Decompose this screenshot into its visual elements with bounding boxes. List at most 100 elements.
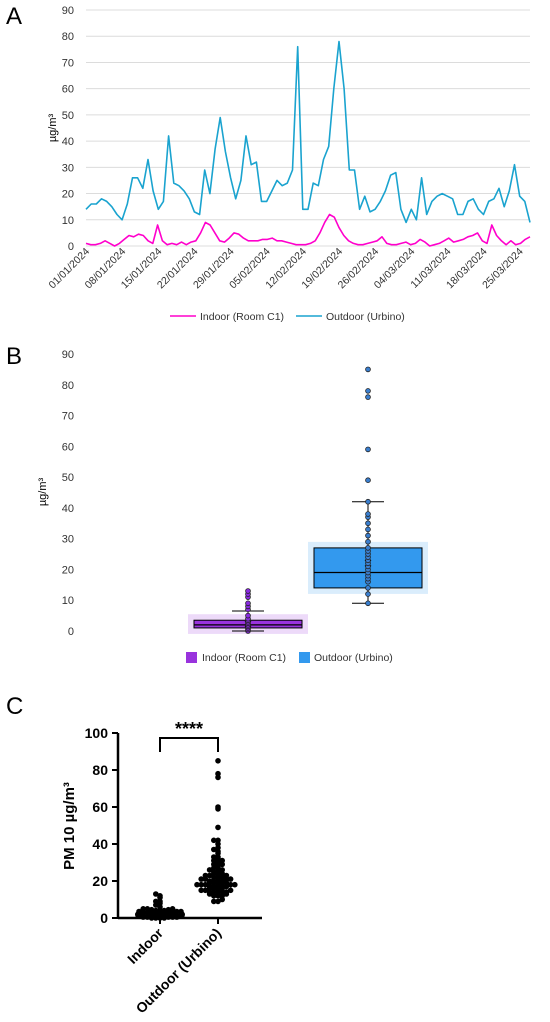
dot-indoor xyxy=(153,907,159,914)
dot-indoor xyxy=(174,908,180,915)
chart-b: 0 10 20 30 40 50 60 70 80 90 µg/m³ Indoor (Room C… xyxy=(37,349,428,664)
chart-b-boxes xyxy=(188,366,428,634)
chart-a-x-ticks: 01/01/202408/01/202415/01/202422/01/2024… xyxy=(46,246,525,292)
chart-c-axes xyxy=(116,733,262,920)
x-tick-label: Indoor xyxy=(124,924,166,966)
dot-outdoor xyxy=(211,846,217,853)
dot-outdoor xyxy=(206,878,213,884)
y-tick-label: 20 xyxy=(62,564,74,576)
dot-outdoor xyxy=(227,887,234,894)
chart-b-y-ticks: 0 10 20 30 40 50 60 70 80 90 xyxy=(62,349,74,638)
y-tick-label: 90 xyxy=(62,5,74,17)
dot-outdoor xyxy=(215,824,221,831)
dot-outdoor xyxy=(206,872,213,879)
y-tick-label: 0 xyxy=(68,626,74,638)
series-line-indoor xyxy=(85,213,531,247)
data-point xyxy=(365,520,371,527)
dot-outdoor xyxy=(227,881,234,888)
dot-indoor xyxy=(157,893,163,899)
dot-indoor xyxy=(153,891,159,897)
y-tick-label: 20 xyxy=(62,189,74,201)
chart-a: 0 10 20 30 40 50 60 70 80 90 µg/m³ 01/01/202408/0… xyxy=(46,5,531,323)
dot-outdoor xyxy=(219,867,225,873)
y-tick-label: 50 xyxy=(62,472,74,484)
y-tick-label: 60 xyxy=(92,799,108,815)
y-tick-label: 70 xyxy=(62,57,74,69)
data-point xyxy=(365,511,371,517)
y-tick-label: 40 xyxy=(62,136,74,148)
y-tick-label: 60 xyxy=(62,441,74,453)
dot-outdoor xyxy=(198,887,204,894)
chart-c-y-ticks: 0 20 40 60 80 100 xyxy=(85,725,118,926)
dot-outdoor xyxy=(211,898,217,905)
dot-outdoor xyxy=(211,837,217,844)
y-tick-label: 0 xyxy=(100,910,108,926)
data-point xyxy=(365,366,371,373)
dot-outdoor xyxy=(202,872,209,879)
dot-outdoor xyxy=(215,758,221,764)
dot-outdoor xyxy=(223,872,230,879)
y-tick-label: 100 xyxy=(85,725,109,741)
chart-b-legend: Indoor (Room C1) Outdoor (Urbino) xyxy=(186,652,393,664)
dot-outdoor xyxy=(215,804,221,810)
data-point xyxy=(365,526,371,533)
panel-label-a: A xyxy=(6,3,22,30)
data-point xyxy=(245,612,251,619)
y-tick-label: 80 xyxy=(92,762,108,778)
data-point xyxy=(365,498,371,505)
legend-swatch-outdoor-box xyxy=(299,652,310,663)
dot-outdoor xyxy=(215,898,221,905)
y-tick-label: 50 xyxy=(62,110,74,122)
chart-c-significance: **** xyxy=(159,719,219,752)
dot-indoor xyxy=(148,906,155,913)
data-point xyxy=(365,538,371,545)
dot-indoor xyxy=(144,906,151,912)
y-tick-label: 10 xyxy=(62,595,74,607)
legend-label-outdoor: Outdoor (Urbino) xyxy=(326,311,405,323)
y-tick-label: 30 xyxy=(62,534,74,546)
dot-outdoor xyxy=(223,889,230,895)
chart-a-y-ticks: 0 10 20 30 40 50 60 70 80 90 xyxy=(62,5,74,253)
dot-outdoor xyxy=(227,876,234,882)
chart-c-y-label: PM 10 µg/m³ xyxy=(61,782,78,870)
chart-a-grid xyxy=(86,9,530,247)
dot-outdoor xyxy=(202,881,209,888)
dot-indoor xyxy=(136,908,142,915)
box-outdoor xyxy=(308,366,428,607)
y-tick-label: 80 xyxy=(62,31,74,43)
dot-outdoor xyxy=(211,854,217,860)
y-tick-label: 40 xyxy=(62,503,74,515)
dot-outdoor xyxy=(194,881,200,888)
panel-label-c: C xyxy=(6,693,23,720)
legend-label-indoor-box: Indoor (Room C1) xyxy=(202,652,286,664)
dot-outdoor xyxy=(219,857,225,864)
y-tick-label: 90 xyxy=(62,349,74,361)
legend-label-indoor: Indoor (Room C1) xyxy=(200,311,284,323)
y-tick-label: 40 xyxy=(92,836,108,852)
chart-c-dots xyxy=(135,758,238,921)
significance-stars: **** xyxy=(175,719,203,739)
dot-indoor xyxy=(165,906,172,913)
dot-indoor xyxy=(178,908,184,915)
dot-outdoor xyxy=(198,881,204,888)
legend-swatch-indoor-box xyxy=(186,652,197,663)
y-tick-label: 0 xyxy=(68,241,74,253)
chart-c: 0 20 40 60 80 100 PM 10 µg/m³ **** IndoorOutd… xyxy=(61,719,262,1016)
dot-outdoor xyxy=(215,837,221,844)
box-indoor xyxy=(188,588,308,634)
data-point xyxy=(365,477,371,483)
chart-a-y-label: µg/m³ xyxy=(47,113,59,142)
panel-label-b: B xyxy=(6,343,22,370)
y-tick-label: 80 xyxy=(62,380,74,392)
data-point xyxy=(365,600,371,607)
data-point xyxy=(245,588,251,594)
significance-bracket xyxy=(159,737,219,752)
legend-label-outdoor-box: Outdoor (Urbino) xyxy=(314,652,393,664)
dot-indoor xyxy=(169,906,176,912)
data-point xyxy=(365,532,371,539)
dot-outdoor xyxy=(206,867,213,873)
y-tick-label: 60 xyxy=(62,84,74,96)
dot-indoor xyxy=(161,907,167,914)
chart-a-legend: Indoor (Room C1) Outdoor (Urbino) xyxy=(170,311,405,323)
